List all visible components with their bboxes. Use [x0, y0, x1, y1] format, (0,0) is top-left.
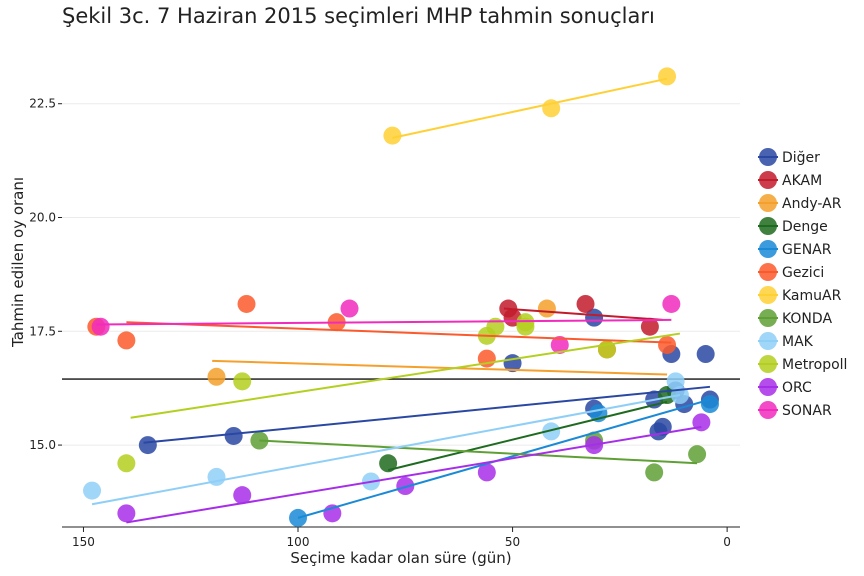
- trend-line: [503, 307, 663, 321]
- data-point: [516, 313, 535, 332]
- trend-line: [392, 77, 668, 139]
- data-point: [688, 445, 707, 464]
- data-point: [537, 299, 556, 318]
- trend-line: [387, 400, 668, 472]
- data-point: [550, 335, 569, 354]
- data-point: [477, 463, 496, 482]
- data-point: [383, 126, 402, 145]
- data-point: [91, 317, 110, 336]
- data-point: [666, 372, 685, 391]
- data-point: [700, 395, 719, 414]
- legend-label: Andy-AR: [782, 196, 842, 212]
- legend-label: KamuAR: [782, 288, 842, 304]
- data-point: [117, 331, 136, 350]
- y-tick-label: 17.5: [29, 324, 56, 338]
- trend-line: [91, 394, 681, 506]
- x-tick-label: 150: [72, 535, 95, 549]
- data-point: [117, 454, 136, 473]
- x-tick-label: 50: [505, 535, 520, 549]
- legend-label: GENAR: [782, 242, 832, 258]
- legend-label: Denge: [782, 219, 828, 235]
- x-axis-label: Seçime kadar olan süre (gün): [290, 549, 512, 567]
- y-tick-label: 20.0: [29, 211, 56, 225]
- data-point: [658, 67, 677, 86]
- trend-line: [212, 359, 668, 376]
- data-point: [542, 422, 561, 441]
- data-point: [207, 367, 226, 386]
- legend-label: Diğer: [782, 150, 820, 166]
- data-point: [379, 454, 398, 473]
- data-point: [585, 308, 604, 327]
- data-point: [237, 294, 256, 313]
- data-point: [83, 481, 102, 500]
- legend-label: SONAR: [782, 403, 832, 419]
- trend-line: [96, 318, 672, 326]
- trend-line: [143, 385, 711, 444]
- chart-title: Şekil 3c. 7 Haziran 2015 seçimleri MHP t…: [62, 4, 655, 28]
- data-point: [340, 299, 359, 318]
- trend-line: [259, 439, 698, 465]
- data-point: [396, 477, 415, 496]
- trend-line: [126, 321, 672, 344]
- legend-label: Gezici: [782, 265, 824, 281]
- x-tick-label: 100: [287, 535, 310, 549]
- data-point: [233, 372, 252, 391]
- data-point: [662, 294, 681, 313]
- data-point: [696, 345, 715, 364]
- legend-label: MAK: [782, 334, 814, 350]
- data-point: [233, 486, 252, 505]
- data-point: [576, 294, 595, 313]
- y-tick-label: 15.0: [29, 438, 56, 452]
- data-point: [653, 417, 672, 436]
- trend-line: [130, 332, 681, 419]
- x-tick-label: 0: [723, 535, 731, 549]
- y-tick-label: 22.5: [29, 97, 56, 111]
- data-point: [224, 426, 243, 445]
- legend-label: KONDA: [782, 311, 832, 327]
- legend-label: AKAM: [782, 173, 822, 189]
- data-point: [138, 436, 157, 455]
- trend-line: [126, 425, 702, 524]
- data-point: [640, 317, 659, 336]
- data-point: [645, 463, 664, 482]
- legend-label: ORC: [782, 380, 812, 396]
- legend-label: Metropoll: [782, 357, 847, 373]
- data-point: [658, 335, 677, 354]
- data-point: [117, 504, 136, 523]
